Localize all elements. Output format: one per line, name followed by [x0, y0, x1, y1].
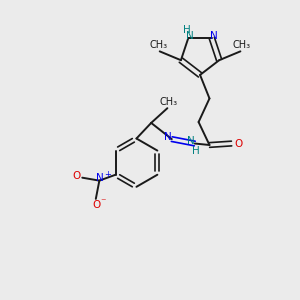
Text: O: O — [234, 139, 242, 148]
Text: H: H — [192, 146, 200, 156]
Text: N: N — [164, 132, 172, 142]
Text: O: O — [72, 171, 80, 181]
Text: CH₃: CH₃ — [160, 97, 178, 107]
Text: N: N — [187, 136, 195, 146]
Text: ⁻: ⁻ — [100, 198, 106, 208]
Text: O: O — [92, 200, 101, 210]
Text: H: H — [183, 25, 191, 35]
Text: N: N — [96, 173, 104, 183]
Text: N: N — [186, 31, 194, 41]
Text: N: N — [210, 31, 218, 41]
Text: CH₃: CH₃ — [233, 40, 251, 50]
Text: CH₃: CH₃ — [149, 40, 167, 50]
Text: +: + — [104, 169, 111, 178]
